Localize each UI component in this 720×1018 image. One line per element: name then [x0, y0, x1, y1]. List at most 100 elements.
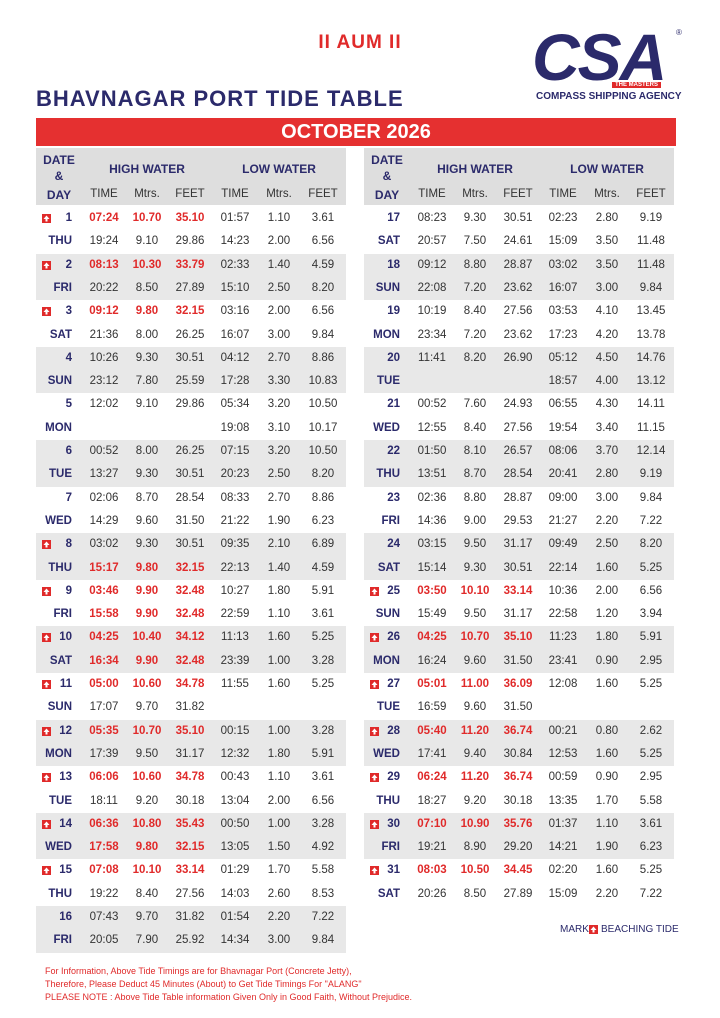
tide-value: 12:08 [548, 678, 578, 690]
tide-value: 10:19 [417, 305, 447, 318]
tide-value: 08:06 [548, 445, 578, 457]
tide-value: 3.10 [267, 421, 291, 434]
beaching-icon [42, 586, 51, 596]
tide-value: 6.23 [311, 514, 335, 527]
tide-value: 07:43 [89, 911, 119, 923]
beaching-icon [42, 680, 51, 689]
day: SUN [375, 608, 400, 621]
tide-value: 19:54 [548, 421, 578, 434]
date: 25 [387, 584, 400, 597]
tide-value: 32.15 [175, 841, 205, 854]
tide-value: 19:22 [89, 887, 119, 900]
tide-value: 31.17 [175, 747, 205, 760]
beaching-icon [370, 726, 379, 736]
tide-value: 14.11 [637, 398, 665, 411]
row-shade [36, 440, 346, 487]
tide-value: 16:07 [548, 281, 578, 294]
tide-value: 5.58 [639, 794, 663, 807]
tide-value: 26.25 [175, 445, 205, 457]
day: THU [48, 235, 72, 248]
tide-value: 01:57 [220, 212, 250, 224]
tide-value: 13:51 [417, 468, 447, 481]
tide-value: 9.19 [639, 468, 663, 481]
tide-value: 28.87 [503, 491, 533, 504]
tide-value: 5.91 [311, 584, 335, 597]
tide-value: 5.25 [639, 747, 663, 760]
day: SUN [375, 281, 400, 294]
tide-value: 9.60 [463, 701, 487, 714]
tide-value: 17:39 [89, 747, 119, 760]
tide-value: 00:21 [548, 724, 578, 737]
row-shade [36, 719, 346, 767]
tide-value: 10:36 [548, 584, 578, 597]
tide-value: 30.18 [175, 794, 205, 807]
tide-value: 2.70 [267, 491, 291, 504]
date: 5 [65, 398, 72, 411]
row-shade [364, 719, 674, 767]
tide-value: 31.17 [503, 538, 533, 551]
date: 26 [387, 631, 400, 644]
day: TUE [49, 794, 72, 807]
column-header: TIME [549, 188, 577, 200]
tide-value: 30.51 [503, 561, 533, 574]
tide-value: 31.50 [503, 701, 533, 714]
tide-value: 05:12 [548, 351, 578, 364]
column-header: TIME [221, 188, 249, 200]
tide-value: 1.60 [595, 678, 619, 690]
tide-value: 32.15 [175, 305, 205, 318]
tide-value: 27.89 [503, 887, 533, 900]
day: WED [45, 514, 72, 527]
day: WED [373, 421, 400, 434]
tide-value: 30.51 [175, 468, 205, 481]
tide-value: 3.50 [595, 235, 619, 248]
tide-value: 1.10 [267, 608, 291, 621]
column-header: Mtrs. [134, 188, 160, 200]
tide-value: 7.90 [135, 934, 159, 947]
tide-value: 07:24 [89, 212, 119, 224]
tide-value: 3.70 [595, 445, 619, 457]
note: For Information, Above Tide Timings are … [45, 966, 352, 976]
tide-value: 28.54 [175, 491, 205, 504]
date: 18 [387, 258, 400, 271]
row-shade [36, 346, 346, 394]
tide-value: 04:25 [89, 631, 119, 644]
tide-value: 16:59 [417, 701, 447, 714]
tide-value: 26.25 [175, 328, 205, 341]
tide-value: 9.80 [135, 305, 159, 318]
tide-value: 22:08 [417, 281, 447, 294]
row-shade [364, 626, 674, 673]
tide-value: 20:41 [548, 468, 578, 481]
tide-value: 8.10 [463, 445, 487, 457]
date: 27 [387, 678, 400, 690]
tide-value: 15:58 [89, 608, 119, 621]
row-shade [364, 812, 674, 860]
tide-value: 32.15 [175, 561, 205, 574]
tide-value: 3.61 [311, 212, 335, 224]
invocation: II AUM II [318, 32, 402, 53]
tide-value: 14:36 [417, 514, 447, 527]
tide-value: 8.86 [311, 351, 335, 364]
tide-value: 1.80 [267, 747, 291, 760]
tide-value: 9.90 [135, 608, 159, 621]
day-header: DAY [374, 188, 400, 202]
tide-value: 03:02 [89, 538, 119, 551]
tide-value: 10:27 [220, 584, 250, 597]
date: 13 [59, 771, 72, 784]
tide-value: 27.56 [503, 305, 533, 318]
tide-value: 13.12 [636, 375, 666, 388]
tide-value: 2.95 [639, 771, 663, 784]
tide-value: 2.00 [267, 305, 291, 318]
tide-value: 9.20 [463, 794, 487, 807]
tide-value: 2.20 [267, 911, 291, 923]
tide-value: 19:08 [220, 421, 250, 434]
tide-value: 15:09 [548, 235, 578, 248]
tide-value: 8.53 [311, 887, 335, 900]
beaching-icon [370, 819, 379, 829]
tide-value: 30.18 [503, 794, 533, 807]
tide-value: 9.84 [639, 491, 663, 504]
tide-value: 10.70 [460, 631, 490, 644]
tide-value: 4.92 [311, 841, 335, 854]
tide-value: 11.48 [637, 235, 665, 248]
row-shade [364, 440, 674, 487]
date: 12 [59, 724, 72, 737]
